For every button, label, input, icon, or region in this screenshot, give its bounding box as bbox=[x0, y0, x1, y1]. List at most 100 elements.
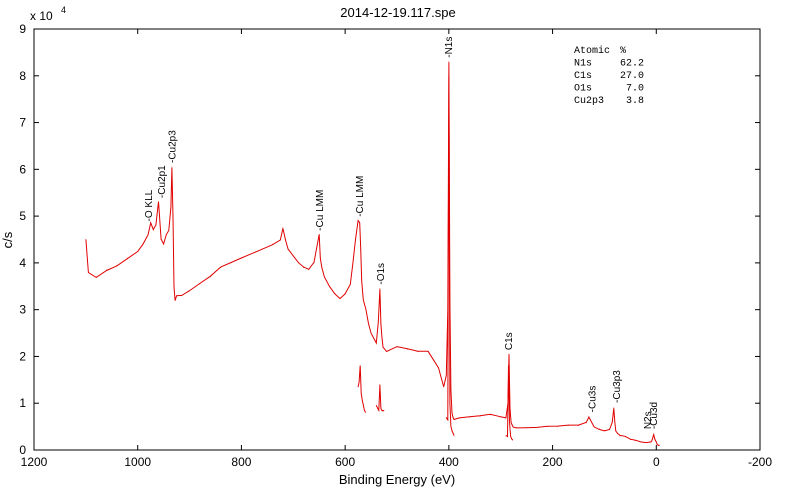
spectrum-point bbox=[451, 412, 453, 413]
x-tick-label: 800 bbox=[231, 455, 251, 469]
spectrum-point bbox=[292, 255, 294, 257]
spectrum-point bbox=[375, 405, 377, 406]
spectrum-point bbox=[199, 283, 201, 285]
x-tick-label: 200 bbox=[543, 455, 563, 469]
spectrum-line bbox=[445, 75, 455, 436]
legend-element-value: 62.2 bbox=[620, 59, 644, 70]
legend-header-percent: % bbox=[620, 46, 626, 57]
spectrum-point bbox=[285, 239, 286, 240]
spectrum-point bbox=[158, 201, 159, 203]
spectrum-point bbox=[368, 323, 369, 325]
y-tick-label: 4 bbox=[19, 256, 26, 270]
peak-label: C1s bbox=[504, 332, 515, 350]
spectrum-point bbox=[261, 248, 263, 250]
spectrum-point bbox=[363, 409, 365, 411]
spectrum-point bbox=[438, 367, 439, 369]
y-tick-label: 9 bbox=[19, 22, 26, 36]
spectrum-point bbox=[604, 429, 605, 431]
spectrum-point bbox=[591, 421, 592, 423]
spectrum-point bbox=[593, 426, 595, 428]
spectrum-point bbox=[251, 253, 253, 254]
x-tick-label: 0 bbox=[653, 455, 660, 469]
spectrum-point bbox=[362, 405, 364, 406]
peak-label: -Cu LMM bbox=[315, 190, 326, 231]
spectrum-point bbox=[282, 227, 284, 229]
spectrum-point bbox=[382, 409, 384, 411]
spectrum-point bbox=[379, 384, 381, 385]
y-axis-ticks: 0 1 2 3 4 5 6 7 8 9 bbox=[19, 22, 760, 457]
spectrum-point bbox=[406, 349, 408, 350]
spectrum-point bbox=[378, 409, 380, 411]
spectrum-point bbox=[88, 271, 89, 273]
spectrum-point bbox=[95, 276, 97, 278]
x-tick-label: 400 bbox=[439, 455, 459, 469]
spectrum-point bbox=[241, 257, 242, 259]
spectrum-point bbox=[160, 239, 162, 240]
legend-element-value: 3.8 bbox=[626, 96, 644, 107]
y-tick-label: 1 bbox=[19, 396, 26, 410]
spectrum-point bbox=[443, 386, 445, 388]
spectrum-point bbox=[313, 262, 315, 264]
spectrum-point bbox=[155, 225, 157, 226]
legend-header-element: Atomic bbox=[574, 45, 610, 57]
spectrum-point bbox=[616, 433, 618, 435]
plot-frame bbox=[33, 28, 761, 451]
spectrum-point bbox=[319, 257, 321, 259]
spectrum-point bbox=[163, 243, 165, 245]
spectrum-point bbox=[137, 250, 139, 252]
spectrum-point bbox=[220, 267, 222, 268]
spectrum-point bbox=[359, 222, 361, 224]
spectrum-point bbox=[357, 386, 359, 388]
spectrum-point bbox=[334, 292, 336, 294]
spectrum-point bbox=[452, 416, 454, 418]
y-multiplier-exponent: 4 bbox=[61, 5, 66, 15]
spectrum-point bbox=[381, 409, 383, 411]
spectrum-point bbox=[651, 439, 653, 441]
x-tick-label: 1000 bbox=[124, 455, 151, 469]
peak-label: -Cu3s bbox=[588, 386, 599, 413]
spectrum-point bbox=[449, 402, 451, 404]
spectrum-point bbox=[381, 337, 383, 339]
legend-element-name: N1s bbox=[574, 59, 592, 70]
spectrum-point bbox=[85, 239, 87, 240]
spectrum-point bbox=[511, 423, 513, 425]
x-tick-label: -200 bbox=[748, 455, 772, 469]
y-tick-label: 3 bbox=[19, 303, 26, 317]
peak-labels: -O KLL-Cu2p1 -Cu2p3 -Cu LMM -Cu LMM -O1s -N1s… bbox=[144, 37, 660, 430]
spectrum-point bbox=[598, 428, 600, 430]
spectrum-point bbox=[152, 229, 154, 231]
spectrum-point bbox=[445, 374, 447, 376]
spectrum-point bbox=[174, 299, 176, 301]
spectrum-point bbox=[364, 412, 366, 413]
spectrum-point bbox=[324, 276, 325, 278]
y-tick-label: 8 bbox=[19, 69, 26, 83]
spectrum-point bbox=[357, 220, 359, 222]
spectrum-point bbox=[358, 381, 360, 383]
spectrum-point bbox=[505, 417, 507, 419]
spectrum-point bbox=[645, 442, 647, 443]
spectrum-line bbox=[375, 384, 385, 413]
spectrum-point bbox=[515, 427, 517, 428]
spectrum-point bbox=[609, 428, 611, 430]
spectrum-point bbox=[509, 407, 511, 409]
spectrum-point bbox=[615, 430, 617, 432]
spectrum-point bbox=[150, 222, 152, 224]
chart-title: 2014-12-19.117.spe bbox=[340, 5, 455, 20]
spectrum-point bbox=[352, 262, 354, 264]
spectrum-point bbox=[447, 419, 449, 420]
spectrum-point bbox=[585, 422, 587, 424]
y-tick-label: 5 bbox=[19, 209, 26, 223]
spectrum-point bbox=[453, 435, 455, 437]
spectrum-point bbox=[272, 243, 273, 245]
spectrum-point bbox=[653, 433, 655, 435]
spectrum-point bbox=[507, 436, 508, 438]
spectrum-point bbox=[189, 290, 190, 292]
spectrum-point bbox=[377, 320, 379, 322]
spectrum-line bbox=[85, 62, 660, 446]
spectrum-point bbox=[629, 439, 631, 441]
y-axis-multiplier: x 10 4 bbox=[30, 5, 66, 23]
spectrum-point bbox=[489, 414, 491, 416]
spectrum-point bbox=[386, 351, 388, 353]
spectrum-point bbox=[321, 267, 323, 268]
